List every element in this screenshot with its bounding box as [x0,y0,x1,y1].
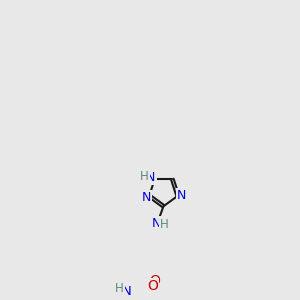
Text: N: N [142,191,151,204]
Text: N: N [177,189,186,203]
Text: N: N [146,171,156,184]
Text: H: H [160,218,169,232]
Text: O: O [147,279,158,293]
Text: O: O [149,274,160,288]
Text: H: H [140,169,148,183]
Text: H: H [115,282,124,295]
Text: N: N [122,285,132,298]
Text: N: N [152,217,161,230]
